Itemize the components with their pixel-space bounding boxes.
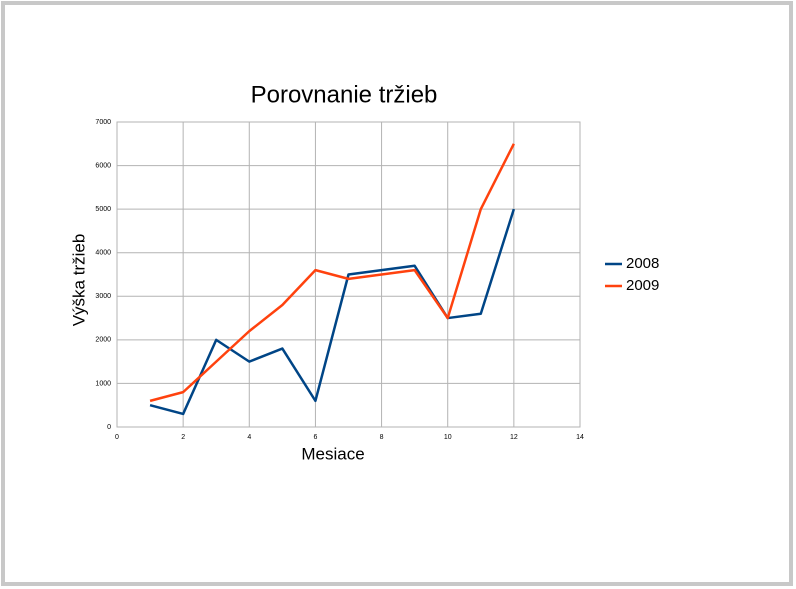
y-tick-label: 3000 <box>95 293 111 300</box>
y-tick-label: 6000 <box>95 162 111 169</box>
legend-label: 2009 <box>626 277 659 294</box>
x-tick-label: 14 <box>576 434 584 441</box>
x-tick-label: 10 <box>444 434 452 441</box>
y-tick-label: 2000 <box>95 337 111 344</box>
x-tick-label: 4 <box>247 434 251 441</box>
legend-label: 2008 <box>626 255 659 272</box>
x-tick-label: 8 <box>380 434 384 441</box>
plot-border <box>116 121 581 428</box>
y-tick-label: 7000 <box>95 119 111 126</box>
data-line <box>149 208 516 416</box>
y-axis-label: Výška tržieb <box>69 234 88 327</box>
x-axis-label: Mesiace <box>301 444 364 463</box>
x-tick-label: 0 <box>115 434 119 441</box>
y-tick-label: 5000 <box>95 206 111 213</box>
data-line <box>149 143 515 403</box>
chart-title: Porovnanie tržieb <box>251 81 438 108</box>
y-tick-label: 1000 <box>95 380 111 387</box>
y-tick-label: 4000 <box>95 250 111 257</box>
y-tick-label: 0 <box>107 424 111 431</box>
x-tick-label: 12 <box>510 434 518 441</box>
x-tick-label: 2 <box>181 434 185 441</box>
x-tick-label: 6 <box>313 434 317 441</box>
